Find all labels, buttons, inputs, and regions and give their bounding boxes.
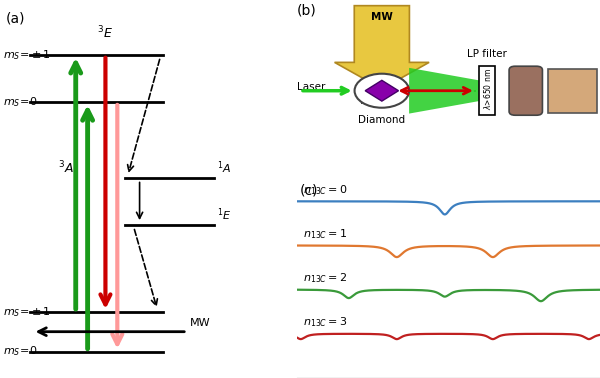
FancyBboxPatch shape [479,67,496,115]
Text: $n_{13C} = 2$: $n_{13C} = 2$ [303,271,347,285]
Text: Laser: Laser [297,82,325,92]
Text: (c): (c) [300,183,319,197]
Text: $n_{13C} = 1$: $n_{13C} = 1$ [303,227,347,241]
FancyBboxPatch shape [509,66,542,115]
Text: $m_S\!=\!0$: $m_S\!=\!0$ [3,95,37,109]
Text: Antenna: Antenna [361,96,403,106]
Text: MW: MW [190,318,211,328]
Circle shape [355,74,409,108]
Polygon shape [365,81,398,101]
Text: $^3E$: $^3E$ [97,25,112,42]
Text: $m_S\!=\!0$: $m_S\!=\!0$ [3,345,37,358]
Polygon shape [409,68,479,113]
Text: $^1E$: $^1E$ [217,206,231,223]
Polygon shape [335,6,429,89]
Text: (a): (a) [6,11,25,25]
Text: $^1A$: $^1A$ [217,159,231,176]
Text: LP filter: LP filter [467,49,507,59]
Text: $m_S\!=\!\pm1$: $m_S\!=\!\pm1$ [3,48,51,62]
FancyBboxPatch shape [548,69,597,113]
Text: $\lambda$>650 nm: $\lambda$>650 nm [482,68,493,110]
Text: $n_{13C} = 3$: $n_{13C} = 3$ [303,316,347,329]
Text: (b): (b) [297,4,317,18]
Text: Magnet: Magnet [553,86,592,96]
Text: PD: PD [518,86,533,96]
Text: $m_S\!=\!\pm1$: $m_S\!=\!\pm1$ [3,305,51,319]
Text: $n_{13C} = 0$: $n_{13C} = 0$ [303,183,347,197]
Text: Diamond: Diamond [358,115,406,125]
Text: MW: MW [371,12,393,22]
Text: $^3A$: $^3A$ [58,160,74,177]
